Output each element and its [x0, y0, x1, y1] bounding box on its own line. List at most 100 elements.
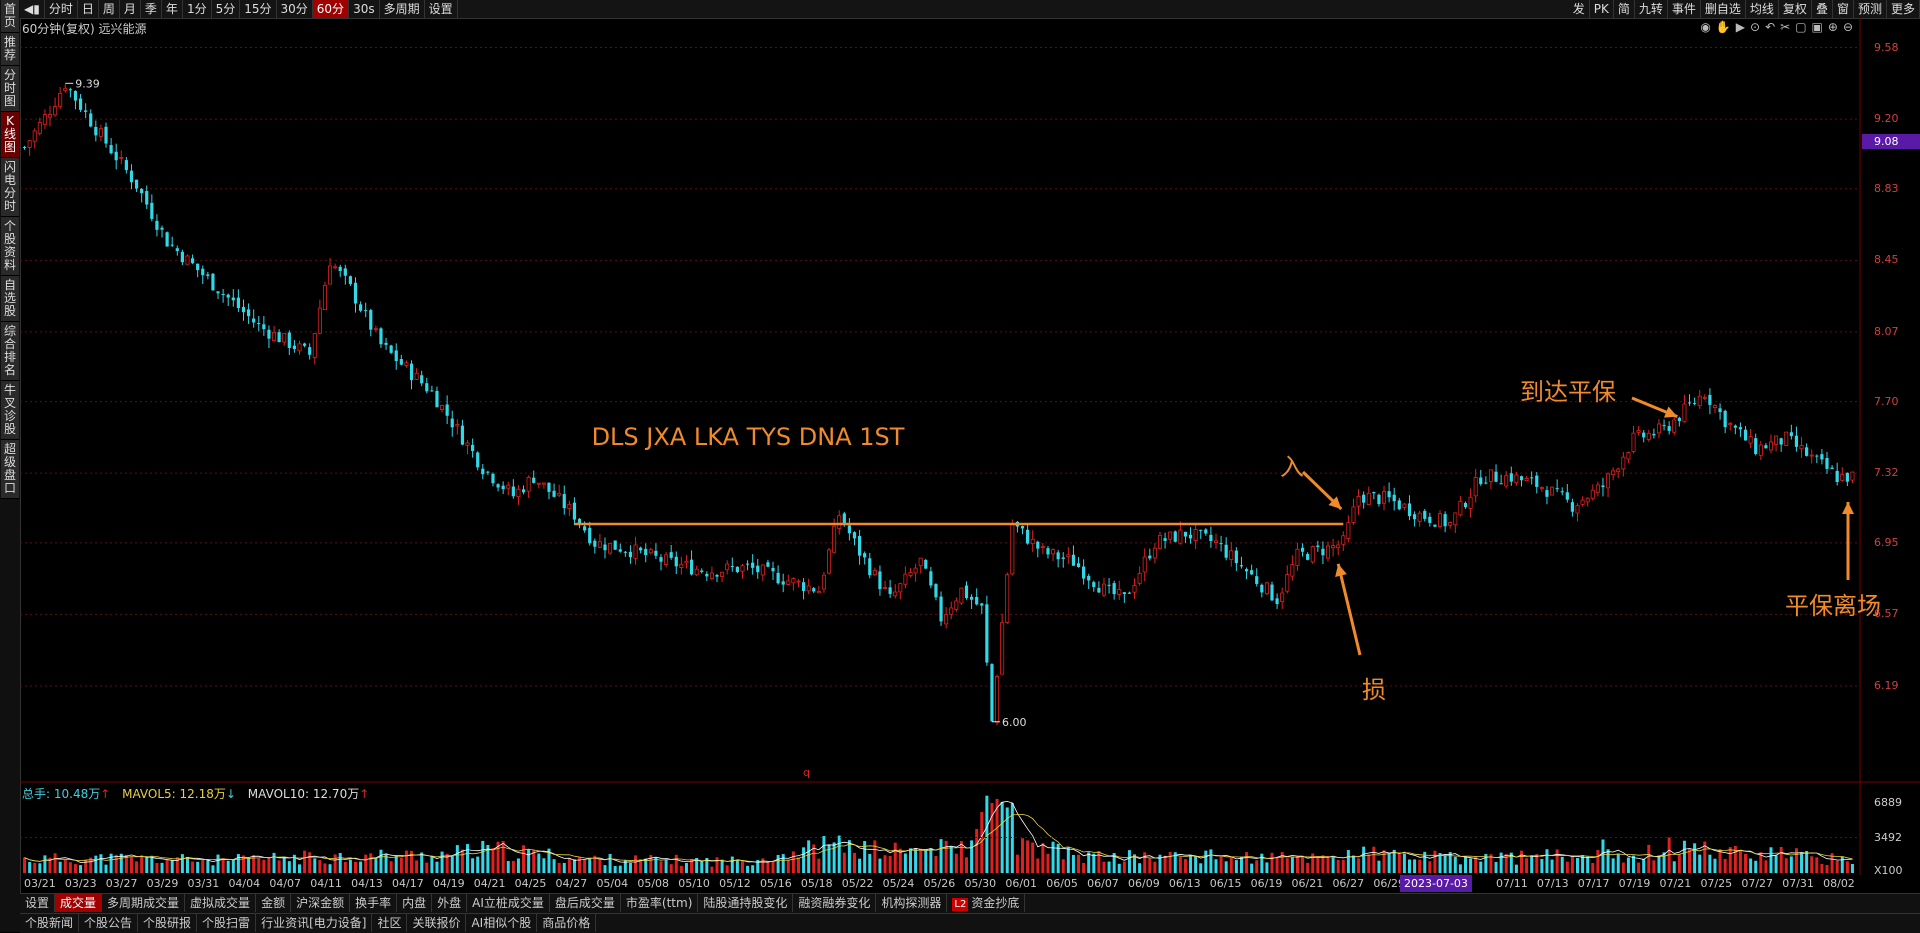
lock-icon[interactable]: ▢: [1795, 20, 1812, 34]
minus-icon[interactable]: ⊖: [1842, 20, 1858, 34]
period-button[interactable]: 设置: [425, 0, 458, 18]
period-button[interactable]: 月: [120, 0, 141, 18]
sidebar-item[interactable]: 自选股: [1, 276, 19, 322]
indicator-tab[interactable]: 外盘: [432, 894, 468, 912]
toolbar-right-button[interactable]: 删自选: [1701, 0, 1746, 18]
candle-body-down: [1530, 477, 1534, 479]
indicator-tab[interactable]: 盘后成交量: [550, 894, 621, 912]
candle-body-up: [995, 676, 1000, 723]
volume-bar: [1479, 861, 1483, 873]
info-tab[interactable]: 关联报价: [407, 914, 467, 932]
toolbar-right-button[interactable]: 窗: [1833, 0, 1854, 18]
sidebar-item[interactable]: 推荐: [1, 33, 19, 66]
play-icon[interactable]: ▶: [1735, 20, 1750, 34]
indicator-tab[interactable]: 陆股通持股变化: [698, 894, 794, 912]
info-tab[interactable]: 商品价格: [537, 914, 597, 932]
volume-bar: [751, 865, 755, 873]
indicator-tab[interactable]: AI立桩成交量: [467, 894, 550, 912]
indicator-tab[interactable]: 金额: [256, 894, 292, 912]
period-button[interactable]: 15分: [240, 0, 277, 18]
date-tick: 07/31: [1782, 877, 1814, 890]
period-button[interactable]: 多周期: [380, 0, 425, 18]
volume-bar: [155, 862, 159, 873]
sidebar-item[interactable]: 超级盘口: [1, 440, 19, 499]
toolbar-right-button[interactable]: 九转: [1635, 0, 1668, 18]
indicator-tab[interactable]: 设置: [20, 894, 56, 912]
indicator-tab[interactable]: 机构探测器: [876, 894, 948, 912]
volume-bar: [1621, 862, 1625, 873]
volume-bar: [170, 860, 174, 873]
candle-body-up: [1840, 474, 1845, 481]
volume-bar: [557, 862, 561, 873]
indicator-tab[interactable]: 市盈率(ttm): [621, 894, 699, 912]
period-button[interactable]: 30分: [277, 0, 313, 18]
candle-body-up: [1702, 396, 1707, 399]
period-button[interactable]: 60分: [312, 0, 350, 18]
sidebar-item[interactable]: 个股资料: [1, 217, 19, 276]
volume-bar: [1229, 857, 1233, 873]
info-tab[interactable]: 个股公告: [79, 914, 139, 932]
info-tab[interactable]: 个股新闻: [20, 914, 80, 932]
period-button[interactable]: 分时: [45, 0, 78, 18]
toolbar-right-button[interactable]: PK: [1590, 0, 1614, 18]
sidebar-item[interactable]: K线图: [1, 112, 19, 158]
candle-body-down: [1397, 500, 1401, 510]
eye-icon[interactable]: ◉: [1700, 20, 1716, 34]
cut-icon[interactable]: ✂: [1780, 20, 1796, 34]
toolbar-right-button[interactable]: 预测: [1854, 0, 1887, 18]
volume-bar: [323, 863, 327, 873]
volume-bar: [654, 857, 658, 873]
indicator-tab[interactable]: L2 资金抄底: [947, 894, 1026, 912]
indicator-tab[interactable]: 内盘: [397, 894, 433, 912]
plus-icon[interactable]: ⊕: [1827, 20, 1843, 34]
sidebar-item[interactable]: 闪电分时: [1, 158, 19, 217]
toolbar-right-button[interactable]: 更多: [1887, 0, 1920, 18]
period-button[interactable]: 日: [78, 0, 99, 18]
toolbar-right-button[interactable]: 事件: [1668, 0, 1701, 18]
date-tick: 06/29: [1373, 877, 1406, 890]
hand-icon[interactable]: ✋: [1715, 20, 1736, 34]
indicator-tab[interactable]: 换手率: [350, 894, 398, 912]
delete-icon[interactable]: ▣: [1811, 20, 1828, 34]
sidebar-item[interactable]: 牛叉诊股: [1, 381, 19, 440]
sidebar-item[interactable]: 分时图: [1, 66, 19, 112]
indicator-tab[interactable]: 虚拟成交量: [185, 894, 257, 912]
undo-icon[interactable]: ↶: [1765, 20, 1781, 34]
period-button[interactable]: 周: [99, 0, 120, 18]
info-tab[interactable]: 个股扫雷: [197, 914, 257, 932]
toolbar-right-button[interactable]: 叠: [1812, 0, 1833, 18]
zoom-icon[interactable]: ⊙: [1750, 20, 1766, 34]
period-button[interactable]: 1分: [183, 0, 212, 18]
toolbar-menu-icon[interactable]: ◀▮: [20, 0, 45, 18]
volume-bar: [430, 855, 434, 873]
candle-body-down: [1570, 502, 1575, 512]
period-button[interactable]: 季: [141, 0, 162, 18]
indicator-tab[interactable]: 沪深金额: [291, 894, 351, 912]
volume-bar: [1010, 803, 1014, 873]
toolbar-right-button[interactable]: 简: [1614, 0, 1635, 18]
sidebar-item[interactable]: 综合排名: [1, 322, 19, 381]
info-tab[interactable]: AI相似个股: [466, 914, 538, 932]
period-button[interactable]: 5分: [212, 0, 241, 18]
info-tab[interactable]: 个股研报: [138, 914, 198, 932]
info-tab[interactable]: 社区: [372, 914, 408, 932]
sidebar-item[interactable]: 首页: [1, 0, 19, 33]
info-tab[interactable]: 行业资讯[电力设备]: [256, 914, 373, 932]
indicator-tab[interactable]: 融资融券变化: [793, 894, 877, 912]
toolbar-right-button[interactable]: 复权: [1779, 0, 1812, 18]
candle-body-up: [832, 525, 837, 553]
volume-bar: [1448, 852, 1452, 873]
candle-body-up: [1672, 419, 1677, 433]
date-tick: 04/27: [555, 877, 588, 890]
toolbar-right-button[interactable]: 均线: [1746, 0, 1779, 18]
period-button[interactable]: 年: [162, 0, 183, 18]
indicator-tab[interactable]: 多周期成交量: [102, 894, 186, 912]
candle-body-down: [1199, 529, 1203, 531]
candle-body-down: [231, 297, 235, 301]
indicator-tab[interactable]: 成交量: [55, 894, 103, 912]
candle-body-down: [1764, 445, 1768, 449]
period-button[interactable]: 30s: [349, 0, 380, 18]
toolbar-right-button[interactable]: 发: [1569, 0, 1590, 18]
volume-bar: [796, 857, 800, 873]
